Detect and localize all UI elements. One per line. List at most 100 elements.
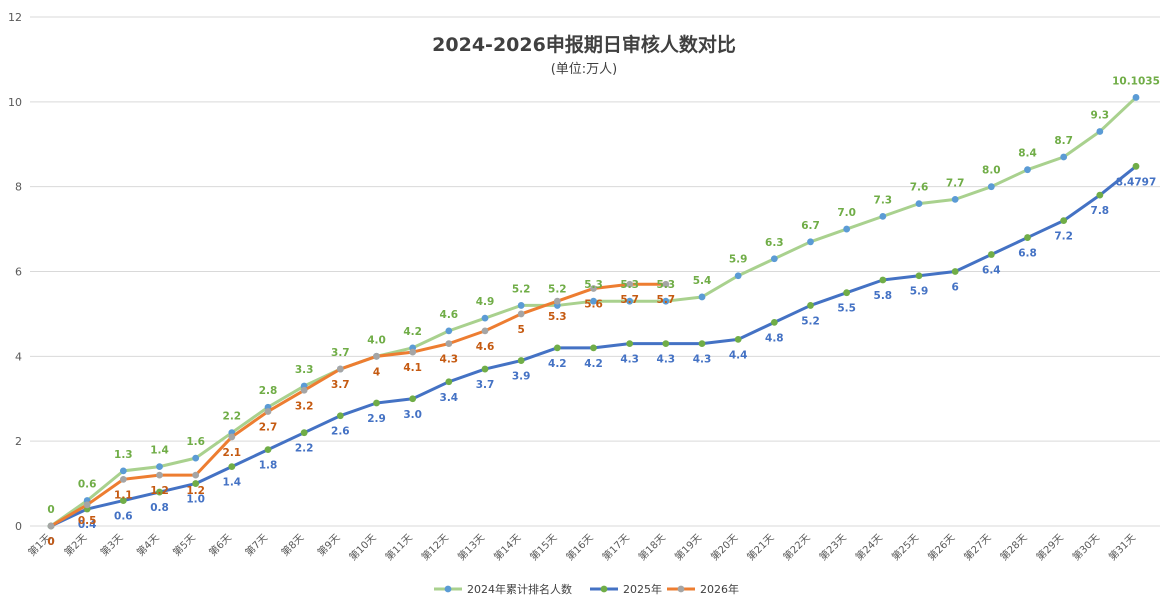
data-label: 4.3: [693, 354, 712, 366]
data-label: 1.4: [150, 445, 169, 457]
data-point: [734, 335, 742, 343]
data-point: [1024, 234, 1031, 241]
legend-item: 2024年累计排名人数: [434, 582, 572, 596]
legend-marker: [677, 585, 685, 593]
data-point: [879, 212, 887, 220]
data-label: 0.5: [78, 515, 97, 527]
data-label: 4.8: [765, 332, 784, 344]
data-point: [300, 429, 308, 437]
data-label: 3.3: [295, 364, 314, 376]
data-point: [879, 276, 887, 284]
chart-title: 2024-2026申报期日审核人数对比: [432, 33, 736, 56]
data-label: 5.3: [584, 279, 603, 291]
data-point: [698, 340, 706, 348]
data-point: [626, 340, 634, 348]
data-label: 6.4: [982, 265, 1001, 277]
data-label: 5.9: [729, 254, 748, 266]
data-point: [843, 225, 851, 233]
data-label: 5.2: [801, 315, 820, 327]
data-label: 2.2: [223, 411, 242, 423]
data-label: 5.7: [620, 294, 639, 306]
data-label: 1.6: [186, 436, 205, 448]
data-point: [553, 297, 561, 305]
data-label: 4.9: [476, 296, 495, 308]
data-point: [517, 357, 525, 364]
legend-item: 2026年: [667, 582, 739, 596]
data-label: 4: [373, 366, 380, 378]
data-point: [481, 314, 489, 322]
data-point: [915, 272, 923, 280]
data-point: [1096, 128, 1104, 135]
data-point: [83, 501, 91, 509]
data-label: 8.7: [1054, 135, 1073, 147]
data-point: [734, 272, 742, 280]
data-label: 7.6: [910, 182, 929, 194]
data-point: [590, 285, 597, 292]
data-point: [626, 297, 634, 305]
data-point: [951, 195, 959, 203]
y-tick-label: 10: [8, 96, 22, 109]
data-point: [481, 327, 489, 335]
data-label: 4.0: [367, 334, 386, 346]
data-label: 6.3: [765, 237, 784, 249]
data-point: [264, 446, 272, 454]
data-point: [119, 497, 127, 504]
data-point: [373, 399, 380, 407]
data-point: [156, 463, 163, 471]
data-point: [662, 280, 670, 288]
data-point: [336, 412, 344, 420]
data-point: [373, 352, 380, 360]
data-label: 0: [47, 536, 54, 548]
data-label: 7.2: [1054, 231, 1073, 243]
data-point: [481, 365, 489, 373]
data-point: [1132, 94, 1140, 101]
data-point: [987, 183, 995, 191]
legend: 2024年累计排名人数 2025年 2026年: [434, 582, 739, 596]
legend-label: 2024年累计排名人数: [467, 582, 572, 596]
data-point: [409, 348, 417, 356]
data-point: [409, 395, 417, 403]
data-point: [300, 386, 308, 394]
y-tick-label: 8: [15, 181, 22, 194]
data-point: [770, 319, 778, 326]
y-tick-label: 12: [8, 11, 22, 24]
data-point: [662, 297, 670, 305]
data-label: 5.8: [874, 290, 893, 302]
series-layer: [47, 94, 1140, 530]
data-label: 7.0: [837, 207, 856, 219]
data-label: 7.8: [1091, 205, 1110, 217]
data-label: 5: [518, 324, 525, 336]
data-label: 0.8: [150, 502, 169, 514]
data-label: 0.6: [78, 479, 97, 491]
data-label: 2.6: [331, 426, 350, 438]
data-label: 5.7: [657, 294, 676, 306]
data-label: 5.6: [584, 298, 603, 310]
data-label: 4.3: [440, 354, 459, 366]
legend-label: 2026年: [700, 582, 739, 596]
data-point: [1060, 153, 1068, 161]
data-label: 6.8: [1018, 248, 1037, 260]
data-point: [662, 340, 670, 348]
data-label: 6: [952, 282, 959, 294]
data-label: 3.7: [331, 379, 350, 391]
data-label: 5.2: [512, 283, 531, 295]
data-point: [1060, 217, 1068, 225]
data-label: 0.6: [114, 511, 133, 523]
data-label: 9.3: [1091, 110, 1110, 122]
data-label: 7.7: [946, 177, 965, 189]
y-tick-label: 2: [15, 435, 22, 448]
data-point: [445, 327, 453, 335]
data-label: 1.8: [259, 460, 278, 472]
data-label: 7.3: [874, 194, 893, 206]
legend-label: 2025年: [623, 582, 662, 596]
data-label: 8.4: [1018, 148, 1037, 160]
data-point: [264, 408, 272, 415]
data-point: [915, 200, 923, 208]
data-point: [192, 480, 200, 487]
data-label: 8.0: [982, 165, 1001, 177]
data-label: 1.4: [223, 477, 242, 489]
data-label: 4.2: [584, 358, 603, 370]
data-label: 5.3: [548, 311, 567, 323]
